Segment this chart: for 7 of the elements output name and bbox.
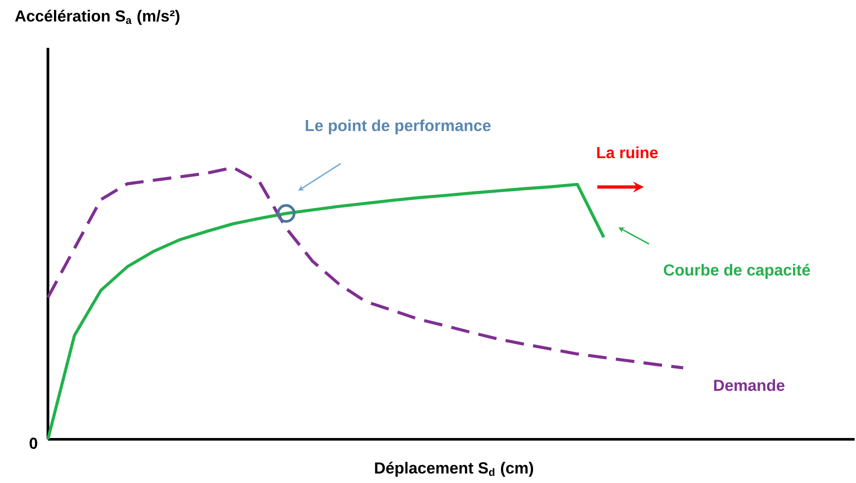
text: Demande: [714, 379, 784, 391]
annotation: 0: [30, 438, 38, 449]
text: Accélération S$_{a}$ (m/s²): [15, 10, 180, 25]
x-axis-title: Déplacement S$_{d}$ (cm): [375, 462, 534, 477]
text: La ruine: [597, 146, 658, 158]
text: Le point de performance: [306, 119, 491, 134]
text: Courbe de capacité: [664, 264, 810, 279]
